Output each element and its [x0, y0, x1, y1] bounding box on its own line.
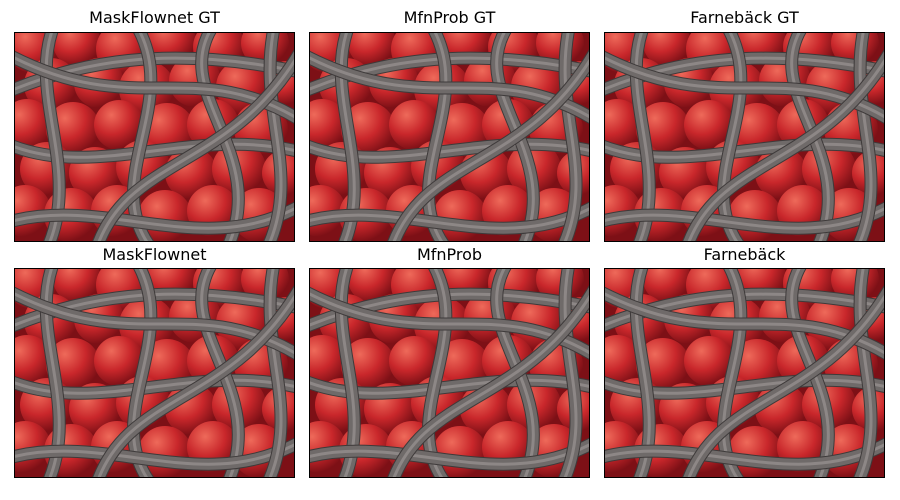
- apple-image-graphic: [605, 33, 884, 241]
- apple-image-graphic: [15, 33, 294, 241]
- apple-image-graphic: [15, 269, 294, 477]
- panel-title: Farnebäck GT: [604, 8, 885, 28]
- panel-title: Farnebäck: [604, 245, 885, 265]
- apple-image: [309, 268, 590, 478]
- apple-image-graphic: [310, 33, 589, 241]
- panel-title: MfnProb GT: [309, 8, 590, 28]
- apple-image: [604, 32, 885, 242]
- panel-title: MfnProb: [309, 245, 590, 265]
- apple-image: [14, 268, 295, 478]
- apple-image: [309, 32, 590, 242]
- apple-image-graphic: [310, 269, 589, 477]
- apple-image: [604, 268, 885, 478]
- panel-title: MaskFlownet: [14, 245, 295, 265]
- apple-image: [14, 32, 295, 242]
- panel-title: MaskFlownet GT: [14, 8, 295, 28]
- apple-image-graphic: [605, 269, 884, 477]
